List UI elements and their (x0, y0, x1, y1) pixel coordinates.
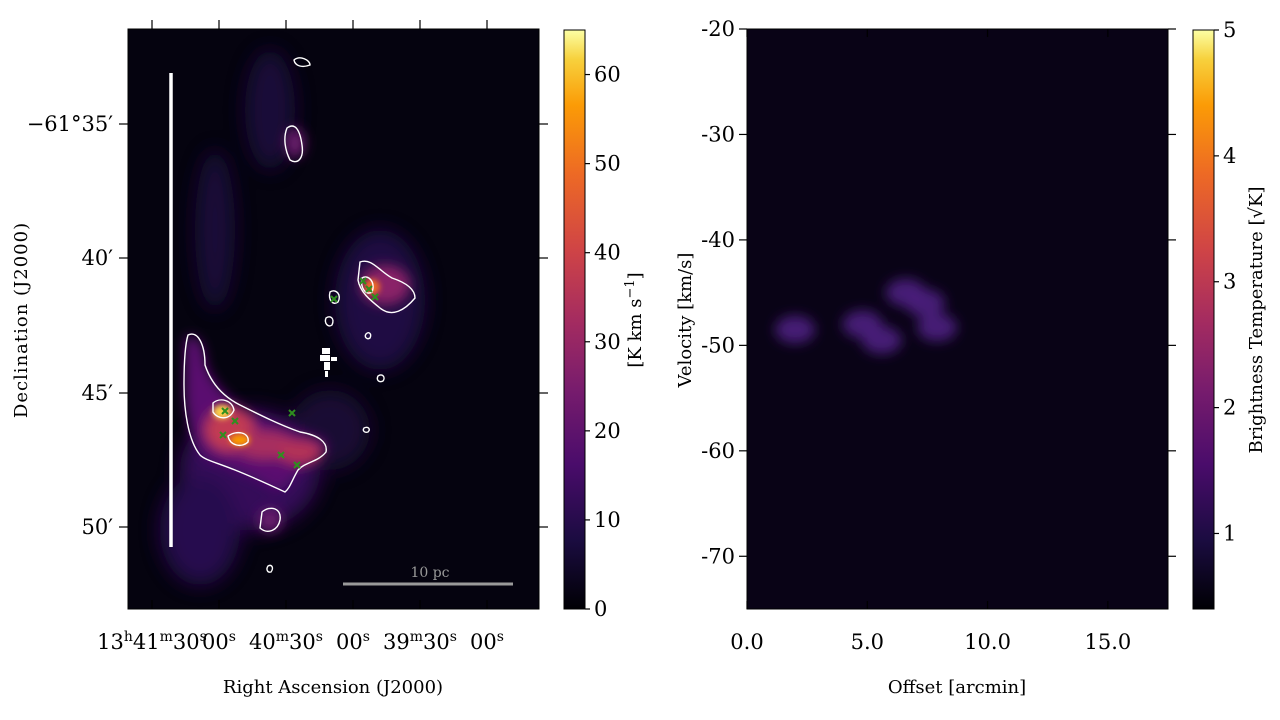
pv-x-tick-label: 5.0 (851, 630, 884, 654)
ra-tick-label: 39m30s (383, 629, 457, 654)
ra-tick-label: 00s (202, 629, 236, 654)
pv-emission (775, 278, 958, 355)
colorbar-tick-label: 3 (1223, 270, 1236, 294)
pv-emission-blob (905, 289, 946, 318)
contour-north-clump (357, 260, 416, 314)
pv-emission-blob (775, 315, 816, 344)
contour-small-2 (324, 316, 334, 327)
contour-main-filament (183, 333, 327, 493)
left-map-ticks (119, 20, 548, 609)
right-colorbar: 1 2 3 4 5 Brightness Temperature [√K] (1192, 18, 1267, 610)
left-map-emission: 10 pc (160, 50, 513, 586)
pv-x-tick-label: 10.0 (964, 630, 1011, 654)
ra-tick-label: 13h41m30s (97, 629, 207, 654)
left-map-frame (127, 28, 540, 610)
left-colorbar: 0 10 20 30 40 50 60 [K km s−1] (563, 29, 646, 621)
left-map-panel: 10 pc −61°35′ 40′ 45′ 50′ 13h41m30s (11, 20, 548, 698)
right-pv-panel: 0.0 5.0 10.0 15.0 -20 -30 -40 -50 -60 -70 Offset … (675, 17, 1176, 698)
pv-emission-blob (861, 326, 902, 355)
colorbar-tick-label: 40 (594, 241, 621, 265)
colorbar-tick-label: 20 (594, 419, 621, 443)
source-markers (219, 277, 379, 469)
dec-tick-label: 50′ (82, 515, 114, 539)
pv-y-tick-label: -50 (701, 333, 735, 357)
colorbar-tick-label: 60 (594, 63, 621, 87)
left-colorbar-label: [K km s−1] (623, 272, 646, 367)
left-y-axis-label: Declination (J2000) (11, 222, 32, 418)
colorbar-tick-label: 1 (1223, 521, 1236, 545)
dec-tick-label: 40′ (82, 246, 114, 270)
colorbar-tick-label: 10 (594, 508, 621, 532)
right-colorbar-label: Brightness Temperature [√K] (1246, 187, 1267, 454)
pv-y-tick-label: -40 (701, 228, 735, 252)
contour-top-clump (284, 125, 304, 163)
colorbar-tick-label: 50 (594, 152, 621, 176)
colorbar-tick-label: 5 (1223, 18, 1236, 42)
ra-tick-label: 00s (336, 629, 370, 654)
left-colorbar-gradient (563, 29, 586, 610)
pv-y-axis-label: Velocity [km/s] (675, 253, 696, 389)
contour-small-3 (293, 57, 311, 68)
pv-x-tick-label: 0.0 (730, 630, 763, 654)
pv-x-axis-label: Offset [arcmin] (888, 677, 1026, 698)
right-colorbar-gradient (1192, 29, 1215, 610)
dec-tick-label: −61°35′ (27, 112, 114, 136)
white-artefact (320, 348, 337, 377)
contour-small-1 (328, 290, 340, 304)
left-x-axis-label: Right Ascension (J2000) (223, 677, 443, 698)
dec-tick-label: 45′ (82, 381, 114, 405)
scalebar-label: 10 pc (410, 565, 449, 581)
ra-tick-label: 00s (470, 629, 504, 654)
colorbar-tick-label: 30 (594, 330, 621, 354)
pv-ticks: 0.0 5.0 10.0 15.0 -20 -30 -40 -50 -60 -70 (701, 17, 1176, 654)
pv-y-tick-label: -70 (701, 544, 735, 568)
pv-x-tick-label: 15.0 (1084, 630, 1131, 654)
pv-y-tick-label: -60 (701, 439, 735, 463)
ra-tick-label: 40m30s (249, 629, 323, 654)
pv-y-tick-label: -30 (701, 122, 735, 146)
colorbar-tick-label: 0 (594, 597, 607, 621)
left-x-tick-labels: 13h41m30s 00s 40m30s 00s 39m30s 00s (97, 629, 504, 654)
left-y-tick-labels: −61°35′ 40′ 45′ 50′ (27, 112, 114, 539)
contour-south-clump (259, 507, 281, 532)
pv-frame (746, 28, 1169, 610)
pv-y-tick-label: -20 (701, 17, 735, 41)
colorbar-tick-label: 2 (1223, 396, 1236, 420)
pv-emission-blob (917, 313, 958, 342)
colorbar-tick-label: 4 (1223, 144, 1236, 168)
